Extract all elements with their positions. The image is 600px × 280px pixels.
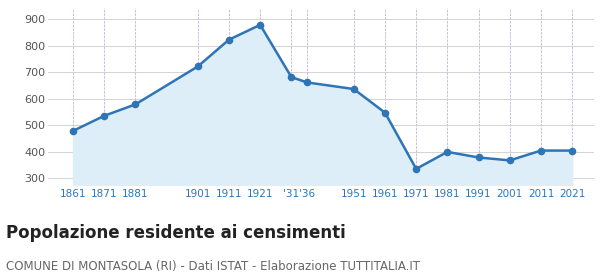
Point	[412, 167, 421, 171]
Point	[536, 148, 546, 153]
Text: COMUNE DI MONTASOLA (RI) - Dati ISTAT - Elaborazione TUTTITALIA.IT: COMUNE DI MONTASOLA (RI) - Dati ISTAT - …	[6, 260, 420, 273]
Point	[287, 75, 296, 79]
Point	[505, 158, 515, 163]
Point	[100, 114, 109, 118]
Point	[193, 64, 203, 69]
Point	[380, 110, 390, 115]
Point	[474, 155, 484, 160]
Point	[224, 38, 234, 42]
Point	[443, 150, 452, 154]
Point	[256, 23, 265, 27]
Point	[131, 102, 140, 107]
Text: Popolazione residente ai censimenti: Popolazione residente ai censimenti	[6, 224, 346, 242]
Point	[302, 80, 312, 85]
Point	[568, 148, 577, 153]
Point	[349, 87, 359, 91]
Point	[68, 129, 78, 133]
